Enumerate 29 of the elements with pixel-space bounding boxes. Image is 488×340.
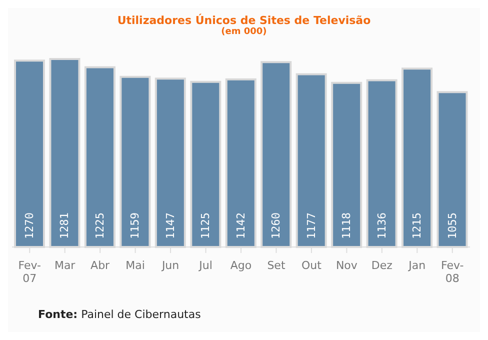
data-label: 1177: [304, 212, 318, 239]
data-label: 1142: [234, 212, 248, 239]
source-note: Fonte: Painel de Cibernautas: [38, 308, 201, 321]
data-label: 1147: [164, 212, 177, 239]
data-label: 1281: [58, 212, 72, 239]
data-label: 1225: [93, 212, 106, 239]
x-tick-label: Fev-08: [441, 259, 464, 285]
x-tick-label: Out: [301, 259, 322, 272]
x-tick-label: Jun: [160, 259, 180, 272]
data-label: 1118: [340, 212, 354, 239]
x-tick-label: Mar: [54, 259, 76, 272]
x-tick-label: Nov: [336, 259, 358, 272]
data-label: 1260: [270, 212, 283, 239]
x-tick-label: Mai: [126, 259, 145, 272]
chart-subtitle: (em 000): [220, 27, 268, 37]
data-label: 1125: [199, 212, 212, 239]
x-tick-label: Set: [267, 259, 286, 272]
x-tick-label: Abr: [90, 259, 110, 272]
data-label: 1159: [128, 212, 142, 239]
data-label: 1136: [375, 212, 388, 239]
x-tick-label: Dez: [371, 259, 393, 272]
data-label: 1270: [23, 212, 36, 239]
x-tick-label: Jul: [198, 259, 212, 272]
chart-title: Utilizadores Únicos de Sites de Televisão: [116, 12, 372, 27]
x-tick-label: Jan: [408, 259, 426, 272]
x-tick-label: Fev-07: [18, 259, 41, 285]
x-tick-label: Ago: [230, 259, 252, 272]
data-label: 1055: [446, 212, 459, 239]
data-label: 1215: [410, 212, 424, 239]
